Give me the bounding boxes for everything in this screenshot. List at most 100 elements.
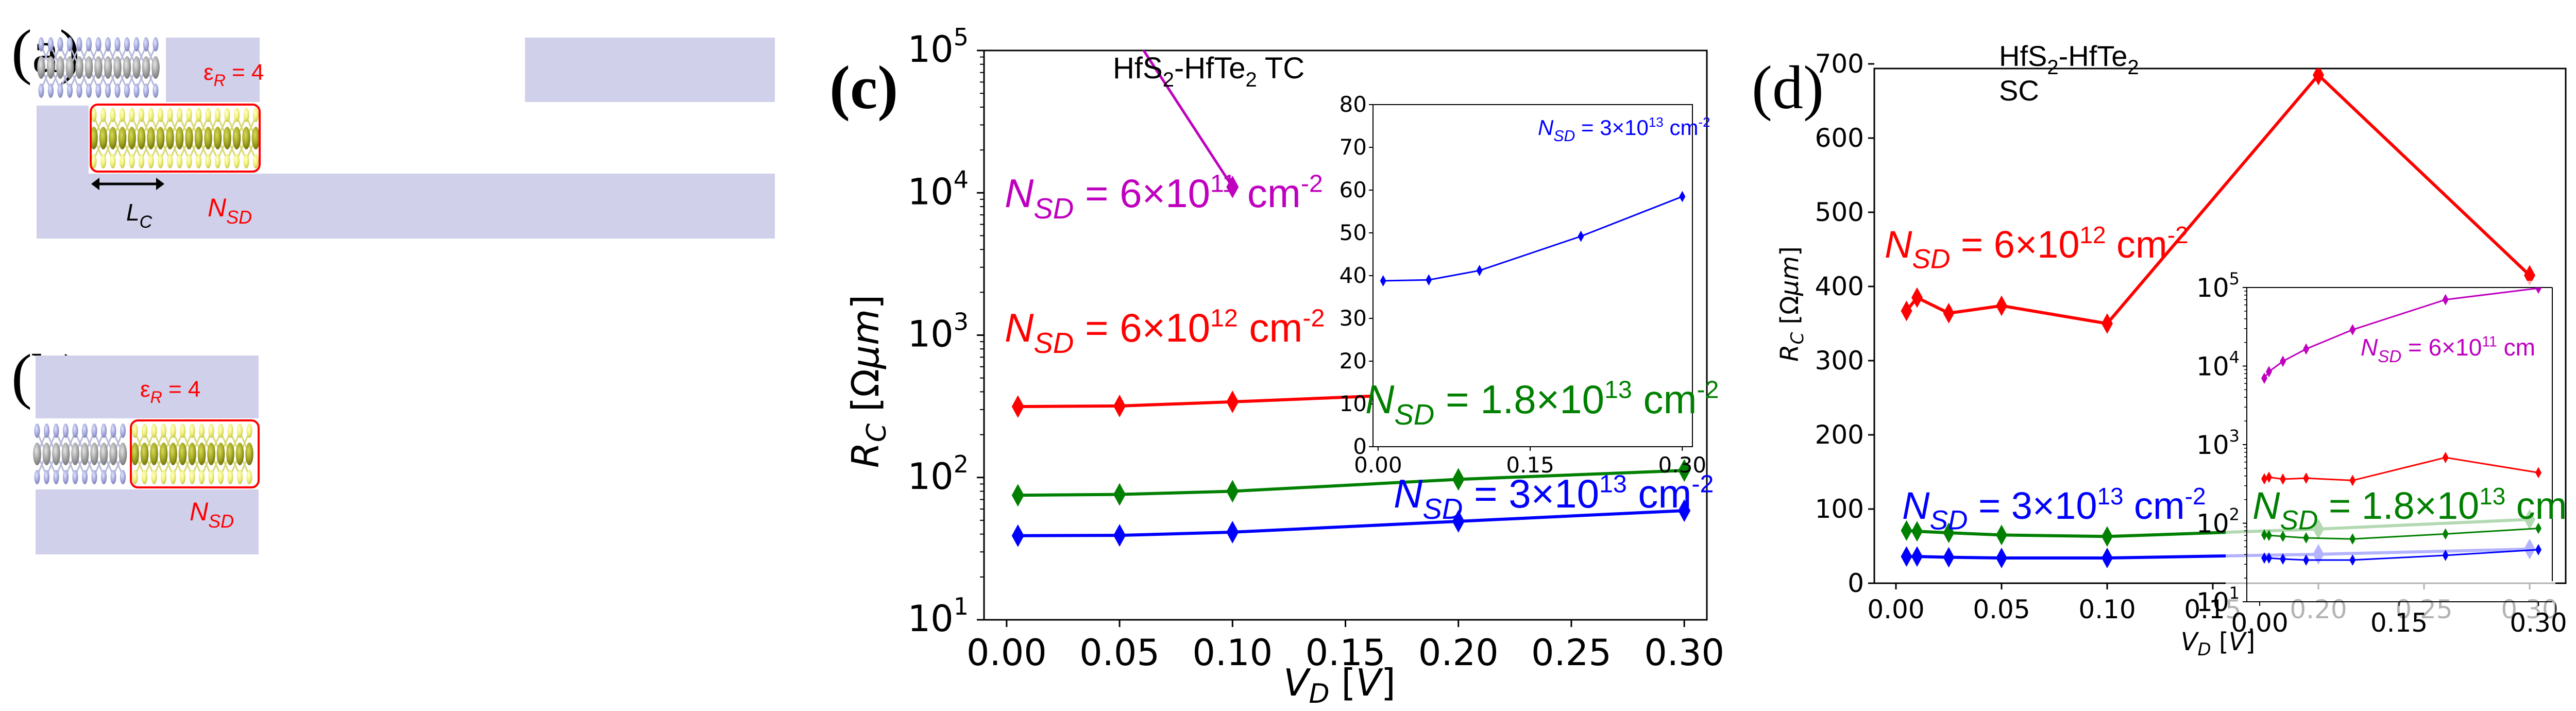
data-point (1113, 524, 1126, 547)
x-tick-label: 0.05 (1973, 595, 2030, 624)
chalcogen-atom (110, 108, 116, 122)
lc-label: LC (126, 199, 152, 232)
metal-atom (166, 127, 174, 149)
inset-data-point (2442, 452, 2449, 464)
chalcogen-atom (208, 424, 214, 438)
chalcogen-atom (91, 424, 97, 438)
metal-atom (46, 56, 55, 79)
chalcogen-atom (72, 424, 78, 438)
inset-data-point (1380, 275, 1386, 286)
annotation-nsd-18e13: NSD = 1.8×1013 cm-2 (1365, 376, 1719, 430)
tick-base: 10 (908, 28, 954, 71)
chalcogen-atom (100, 154, 107, 168)
chalcogen-atom (34, 470, 40, 484)
chalcogen-atom (95, 83, 101, 98)
chalcogen-atom (224, 108, 230, 122)
schematic-b: (b) εR = 4 NSD (11, 342, 260, 554)
metal-atom (156, 127, 165, 149)
chalcogen-atom (151, 470, 157, 484)
panel-c-axes: 0.00 0.05 0.10 0.15 0.20 0.25 0.30101102103104… (908, 23, 1724, 674)
panel-c-xlabel: VD [V] (1283, 661, 1396, 709)
x-tick-label: 0.00 (967, 632, 1047, 674)
tick-exponent: 2 (954, 450, 969, 478)
metal-atom (118, 443, 127, 465)
tick-exponent: 5 (954, 23, 969, 51)
chalcogen-atom (208, 470, 214, 484)
y-tick-label: 500 (1815, 197, 1864, 227)
chalcogen-atom (227, 470, 233, 484)
inset-data-point (2349, 475, 2356, 486)
tick-base: 10 (2196, 352, 2229, 382)
data-point (1901, 300, 1912, 321)
annotation-part: = 6×10 (1950, 223, 2079, 266)
epsilon-label-a: εR = 4 (204, 60, 264, 90)
chalcogen-atom (100, 470, 107, 484)
metal-atom (123, 56, 131, 79)
annotation-part: -2 (1691, 470, 1714, 498)
data-point (1996, 295, 2007, 316)
data-point (1113, 483, 1126, 506)
data-point (2102, 313, 2113, 334)
chalcogen-atom (57, 37, 63, 52)
inset-x-tick-label: 0.30 (1658, 452, 1707, 478)
chalcogen-atom (47, 37, 54, 52)
panel-c-ylabel: RC [Ωμm] (844, 295, 892, 468)
chalcogen-atom (214, 108, 221, 122)
chalcogen-atom (217, 424, 224, 438)
y-tick-label: 101 (908, 592, 969, 640)
metal-atom (175, 127, 184, 149)
metal-atom (61, 443, 70, 465)
dielectric-top-block (525, 38, 775, 102)
annotation-part: cm (1627, 471, 1692, 516)
annotation-part: = 3×10 (1968, 484, 2097, 527)
inset-data-point (2303, 343, 2310, 355)
tick-exponent: 5 (2229, 269, 2240, 289)
y-tick-label: 400 (1815, 272, 1864, 301)
panel-d: (d) 0.000.050.100.150.200.250.3001002003… (1752, 40, 2567, 660)
inset-frame (1372, 104, 1693, 447)
annotation-nsd-3e13: NSD = 3×1013 cm-2 (1394, 470, 1714, 524)
data-point (1901, 546, 1912, 567)
inset-y-tick-label: 80 (1340, 92, 1367, 117)
y-tick-label: 0 (1848, 568, 1864, 598)
annotation-part: SD (1553, 128, 1575, 145)
tick-base: 10 (2196, 273, 2229, 303)
metal-atom (142, 56, 150, 79)
inset-y-tick-label: 50 (1340, 220, 1367, 245)
chalcogen-atom (119, 154, 126, 168)
metal-atom (90, 443, 98, 465)
x-tick-label: 0.25 (1531, 632, 1612, 674)
chalcogen-atom (217, 470, 224, 484)
chalcogen-atom (227, 424, 233, 438)
chalcogen-atom (100, 424, 107, 438)
chalcogen-atom (120, 424, 126, 438)
series-line-nsd-6e11 (1142, 50, 1234, 188)
chalcogen-atom (246, 470, 252, 484)
panel-d-ylabel: RC [Ωμm] (1775, 246, 1808, 362)
panel-c-title: HfS2-HfTe2 TC (1113, 52, 1304, 91)
metal-atom (242, 127, 250, 149)
tick-base: 10 (908, 171, 954, 213)
annotation-part: N (1005, 171, 1034, 216)
tick-exponent: 4 (2229, 348, 2240, 367)
annotation-part: -2 (1697, 376, 1719, 403)
metal-atom (137, 127, 146, 149)
hfs2-lattice-a (37, 37, 160, 98)
chalcogen-atom (198, 470, 205, 484)
panel-label-c: (c) (829, 53, 898, 122)
tick-base: 10 (2196, 509, 2229, 539)
chalcogen-atom (152, 83, 159, 98)
inset-data-point (2266, 471, 2273, 483)
hfte2-lattice-a (90, 108, 260, 168)
metal-atom (204, 127, 212, 149)
data-point (1226, 390, 1239, 413)
nsd-label-a: NSD (208, 193, 252, 228)
annotation-part: SD (2280, 505, 2318, 536)
data-point (2524, 265, 2535, 286)
annotation-part: cm (1238, 305, 1303, 350)
chalcogen-atom (160, 470, 167, 484)
metal-atom (216, 443, 225, 465)
